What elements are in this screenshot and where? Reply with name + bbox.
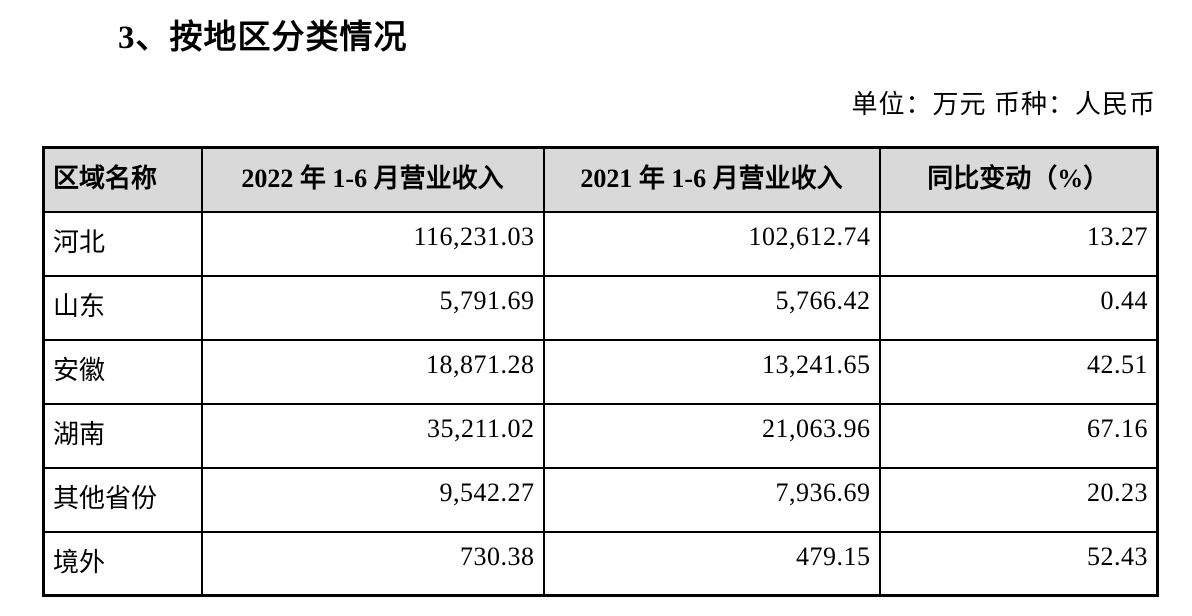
revenue-2021-cell: 21,063.96 [542, 402, 881, 469]
table-row: 河北 116,231.03 102,612.74 13.27 [42, 210, 1159, 277]
table-row: 湖南 35,211.02 21,063.96 67.16 [42, 402, 1159, 469]
yoy-change-cell: 42.51 [878, 338, 1159, 405]
yoy-change-cell: 67.16 [878, 402, 1159, 469]
revenue-2021-cell: 7,936.69 [542, 466, 881, 533]
table-row: 境外 730.38 479.15 52.43 [42, 530, 1159, 597]
region-cell: 河北 [42, 210, 203, 277]
revenue-2021-cell: 13,241.65 [542, 338, 881, 405]
revenue-2022-cell: 730.38 [200, 530, 545, 597]
header-revenue-2022: 2022 年 1-6 月营业收入 [200, 146, 545, 213]
revenue-2022-cell: 35,211.02 [200, 402, 545, 469]
region-cell: 山东 [42, 274, 203, 341]
header-region: 区域名称 [42, 146, 203, 213]
yoy-change-cell: 52.43 [878, 530, 1159, 597]
table-row: 安徽 18,871.28 13,241.65 42.51 [42, 338, 1159, 405]
revenue-2022-cell: 5,791.69 [200, 274, 545, 341]
table-row: 山东 5,791.69 5,766.42 0.44 [42, 274, 1159, 341]
region-cell: 境外 [42, 530, 203, 597]
region-cell: 湖南 [42, 402, 203, 469]
revenue-2021-cell: 5,766.42 [542, 274, 881, 341]
header-yoy-change: 同比变动（%） [878, 146, 1159, 213]
revenue-2021-cell: 102,612.74 [542, 210, 881, 277]
section-title: 3、按地区分类情况 [118, 20, 408, 56]
region-cell: 安徽 [42, 338, 203, 405]
revenue-2022-cell: 18,871.28 [200, 338, 545, 405]
region-cell: 其他省份 [42, 466, 203, 533]
table-row: 其他省份 9,542.27 7,936.69 20.23 [42, 466, 1159, 533]
yoy-change-cell: 20.23 [878, 466, 1159, 533]
unit-currency-note: 单位：万元 币种：人民币 [851, 90, 1156, 119]
yoy-change-cell: 13.27 [878, 210, 1159, 277]
yoy-change-cell: 0.44 [878, 274, 1159, 341]
region-revenue-table: 区域名称 2022 年 1-6 月营业收入 2021 年 1-6 月营业收入 同… [42, 146, 1159, 597]
revenue-2022-cell: 9,542.27 [200, 466, 545, 533]
revenue-2021-cell: 479.15 [542, 530, 881, 597]
header-revenue-2021: 2021 年 1-6 月营业收入 [542, 146, 881, 213]
table-header-row: 区域名称 2022 年 1-6 月营业收入 2021 年 1-6 月营业收入 同… [42, 146, 1159, 213]
revenue-2022-cell: 116,231.03 [200, 210, 545, 277]
